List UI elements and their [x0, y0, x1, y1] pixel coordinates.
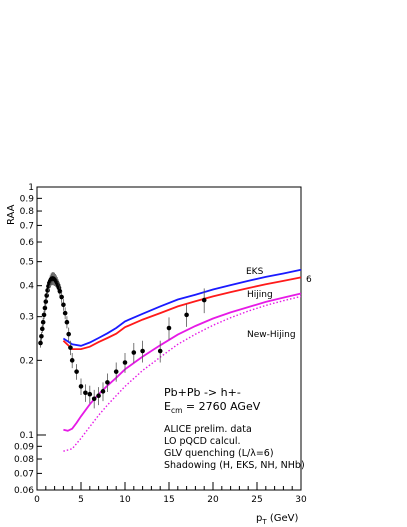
- data-point: [78, 384, 84, 389]
- data-point: [91, 396, 97, 402]
- series-line-eks: [62, 268, 302, 347]
- data-point: [184, 312, 189, 318]
- data-point: [59, 294, 64, 300]
- x-tick-label: 0: [34, 495, 40, 505]
- series-label-hijing: Hijing: [247, 290, 273, 300]
- annotation-energy: Ecm = 2760 AGeV: [164, 400, 261, 415]
- x-tick-label: 25: [251, 495, 262, 505]
- x-tick-label: 5: [78, 495, 84, 505]
- x-tick-label: 10: [119, 495, 131, 505]
- data-point: [62, 310, 68, 316]
- data-point: [57, 288, 63, 294]
- series-label-new-hijing: New-Hijing: [247, 330, 296, 340]
- x-axis-title: pT (GeV): [256, 513, 298, 526]
- y-tick-label: 0.08: [14, 455, 34, 465]
- y-tick-label: 0.7: [20, 221, 34, 231]
- x-tick-label: 20: [207, 495, 219, 505]
- data-point: [44, 293, 49, 298]
- data-point: [40, 319, 46, 325]
- x-axis-ticks: 0 5 10 15 20 25 30: [34, 482, 307, 505]
- y-tick-label: 0.09: [14, 442, 34, 452]
- y-tick-label: 0.3: [20, 313, 34, 323]
- y-tick-label: 0.2: [20, 356, 34, 366]
- y-axis-ticks: 0.06 0.07 0.08 0.090.1 0.2 0.3 0.4 0.5 0.6 0.7 0.8…: [14, 183, 46, 496]
- data-point: [122, 360, 128, 365]
- series-label-eks: EKS: [246, 267, 264, 277]
- data-point: [61, 302, 66, 308]
- x-tick-label: 15: [163, 495, 174, 505]
- data-point: [100, 389, 106, 394]
- data-point: [140, 348, 145, 354]
- data-point: [38, 340, 43, 346]
- y-tick-label: 0.4: [20, 282, 35, 292]
- data-point: [43, 299, 49, 304]
- data-point: [39, 326, 45, 332]
- data-point: [83, 390, 88, 396]
- annotation-collision: Pb+Pb -> h+-: [164, 386, 241, 399]
- annotation-calc: LO pQCD calcul.: [164, 436, 241, 447]
- data-point: [166, 325, 172, 331]
- y-tick-label: 1: [28, 183, 34, 193]
- data-point: [113, 369, 119, 374]
- data-point: [42, 305, 48, 311]
- y-tick-label: 0.6: [20, 238, 35, 248]
- data-point: [131, 350, 137, 355]
- data-point: [201, 297, 207, 303]
- annotation-data-source: ALICE prelim. data: [164, 424, 252, 435]
- data-points-layer: [38, 272, 207, 409]
- series-line-hijing: [62, 276, 302, 350]
- data-point: [96, 393, 101, 399]
- data-point: [87, 391, 93, 397]
- y-tick-label: 0.5: [20, 258, 34, 268]
- x-tick-label: 30: [295, 495, 307, 505]
- side-label: 6: [306, 275, 312, 285]
- y-tick-label: 0.06: [14, 486, 34, 496]
- data-point: [74, 369, 79, 374]
- annotation-quenching: GLV quenching (L/λ=6): [164, 448, 274, 459]
- data-point: [68, 345, 73, 350]
- annotation-shadowing: Shadowing (H, EKS, NH, NHb): [164, 460, 305, 471]
- data-point: [45, 288, 50, 293]
- y-tick-label: 0.9: [20, 194, 35, 204]
- data-point: [69, 358, 75, 363]
- data-point: [39, 334, 44, 339]
- data-point: [105, 380, 110, 385]
- data-point: [157, 348, 163, 354]
- data-point: [41, 312, 47, 318]
- data-point: [66, 331, 71, 337]
- y-tick-label: 0.8: [20, 207, 35, 217]
- data-point: [64, 319, 70, 325]
- y-axis-title: RAA: [6, 204, 17, 225]
- y-tick-label: 0.1: [20, 431, 34, 441]
- y-tick-label: 0.07: [14, 469, 34, 479]
